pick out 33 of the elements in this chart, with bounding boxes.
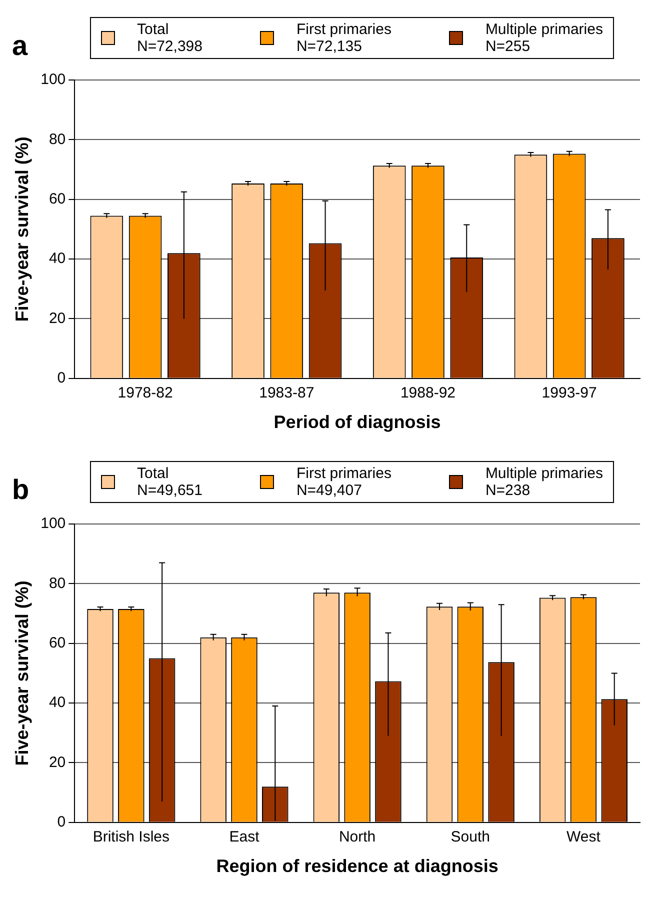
y-axis-title: Five-year survival (%): [12, 136, 32, 322]
y-tick-label: 40: [48, 694, 66, 712]
chart-title: b: [12, 474, 30, 506]
legend-label: Multiple primaries N=238: [485, 465, 603, 499]
legend-label: Total N=72,398: [137, 21, 202, 55]
y-tick-label: 100: [40, 515, 66, 532]
y-tick-label: 0: [57, 370, 66, 387]
x-tick-label: West: [566, 828, 602, 846]
x-tick-label: 1983-87: [259, 384, 314, 402]
y-tick-label: 100: [40, 71, 66, 88]
y-tick-label: 60: [48, 190, 66, 208]
y-tick-label: 0: [57, 814, 66, 831]
y-tick-label: 20: [48, 310, 66, 327]
x-tick-label: East: [229, 828, 260, 846]
y-tick-label: 20: [48, 754, 66, 771]
x-axis-title: Region of residence at diagnosis: [216, 856, 498, 876]
y-tick-label: 80: [48, 574, 66, 592]
x-tick-label: British Isles: [92, 828, 170, 846]
x-tick-label: 1978-82: [118, 384, 173, 402]
x-axis-title: Period of diagnosis: [274, 412, 441, 432]
legend-label: Multiple primaries N=255: [485, 21, 603, 55]
legend-label: First primaries N=49,407: [296, 465, 392, 499]
chart-title: a: [12, 30, 28, 62]
legend-label: First primaries N=72,135: [296, 21, 392, 55]
y-tick-label: 60: [48, 634, 66, 652]
x-tick-label: 1993-97: [542, 384, 597, 402]
x-tick-label: North: [338, 828, 376, 846]
y-axis-title: Five-year survival (%): [12, 580, 32, 766]
x-tick-label: 1988-92: [400, 384, 456, 402]
legend-label: Total N=49,651: [137, 465, 202, 499]
x-tick-label: South: [450, 828, 490, 846]
y-tick-label: 80: [48, 130, 66, 148]
y-tick-label: 40: [48, 250, 66, 268]
